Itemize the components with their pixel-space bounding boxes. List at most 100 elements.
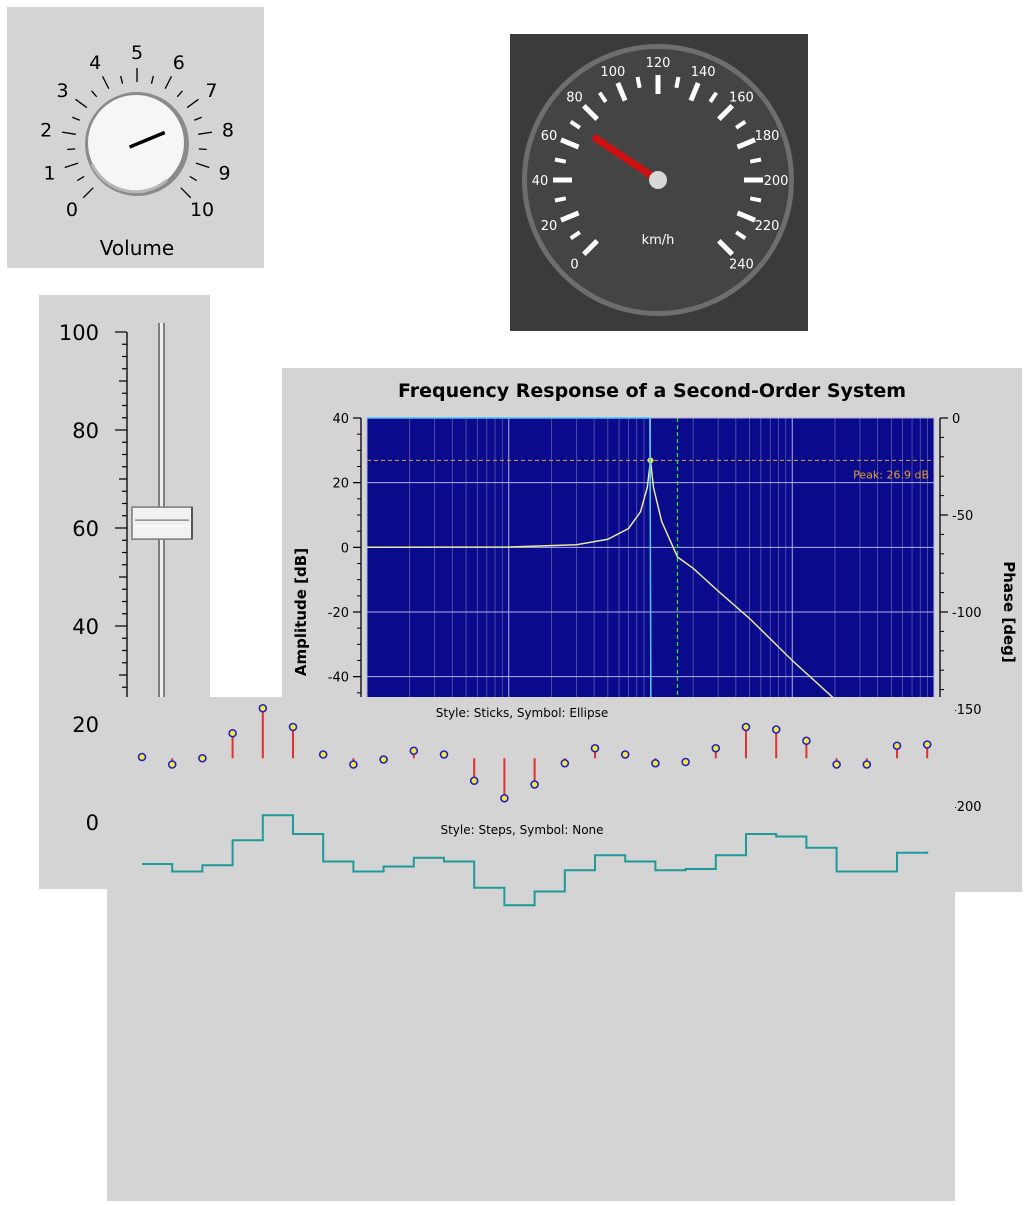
knob-major-tick (164, 75, 173, 90)
knob-indicator (128, 130, 166, 149)
stick-ellipse-marker (500, 793, 509, 803)
gauge-major-tick (736, 137, 756, 150)
knob-minor-tick (198, 148, 207, 151)
gauge-major-tick (615, 82, 628, 102)
knob-scale-label: 0 (66, 199, 78, 221)
gauge-major-tick (581, 103, 599, 121)
gauge-major-tick (560, 137, 580, 150)
gauge-minor-tick (598, 91, 608, 103)
slider-scale-label: 100 (59, 321, 99, 345)
stick-ellipse-marker (922, 740, 932, 749)
gauge-minor-tick (569, 120, 581, 130)
gauge-scale-label: 80 (566, 91, 583, 106)
y-tick-label-right: -50 (952, 509, 973, 524)
gauge-major-tick (717, 103, 735, 121)
slider-scale-label: 80 (72, 419, 99, 443)
gauge-major-tick (581, 239, 599, 257)
knob-major-tick (186, 98, 199, 109)
knob-shadow (90, 163, 168, 194)
knob-major-tick (198, 131, 213, 135)
knob-scale-label: 3 (57, 80, 69, 102)
knob-minor-tick (194, 116, 202, 121)
volume-knob-widget: 01 234 5 678 910 Volume (40, 42, 234, 260)
knob-panel: 0 1 2 3 4 5 6 7 8 9 10 Volume (7, 7, 264, 268)
y-axis-label-left: Amplitude [dB] (292, 548, 310, 676)
gauge-minor-tick (735, 120, 747, 130)
stick-ellipse-marker (167, 760, 177, 769)
stick-ellipse-marker (590, 743, 600, 753)
gauge-minor-tick (708, 91, 718, 103)
knob-minor-tick (91, 90, 98, 98)
gauge-hub (649, 171, 667, 189)
knob-scale-label: 10 (190, 199, 214, 221)
stick-ellipse-marker (862, 760, 872, 769)
stick-ellipse-marker (469, 776, 479, 786)
knob-minor-tick (72, 116, 80, 121)
stick-ellipse-marker (349, 760, 358, 769)
knob-major-tick (82, 187, 94, 199)
gauge-scale-label: 220 (755, 219, 780, 234)
knob-label: Volume (100, 236, 174, 260)
gauge-scale-label: 0 (570, 257, 578, 272)
gauge-major-tick (736, 210, 756, 223)
knob-minor-tick (176, 90, 183, 98)
knob-minor-tick (67, 148, 76, 151)
stick-ellipse-marker (409, 746, 419, 756)
y-tick-label-left: 20 (332, 477, 349, 492)
stick-ellipse-marker (771, 725, 781, 734)
gauge-minor-tick (635, 76, 642, 89)
y-tick-label-right: -100 (952, 606, 982, 621)
gauge-scale-label: 60 (541, 129, 558, 144)
gauge-scale-label: 20 (541, 219, 558, 234)
y-tick-label-right: 0 (952, 412, 960, 427)
stick-ellipse-marker (651, 758, 660, 768)
gauge-minor-tick (554, 157, 567, 164)
knob-scale-label: 1 (43, 162, 55, 184)
curve-styles-panel: Style: Sticks, Symbol: Ellipse Style: Ste… (107, 697, 955, 1201)
speedometer-panel: 0 20 40 60 80 100 120 140 160 180 200 220 240 km/h (510, 34, 808, 331)
knob-major-tick (61, 131, 76, 135)
stick-ellipse-marker (228, 728, 237, 738)
knob-scale-label: 6 (173, 52, 185, 74)
stick-ellipse-marker (560, 758, 570, 768)
knob-major-tick (75, 98, 88, 109)
knob-major-tick (180, 187, 192, 199)
knob-scale-label: 7 (205, 80, 217, 102)
steps-series-line (142, 814, 929, 907)
gauge-scale-label: 120 (646, 56, 671, 71)
slider-scale-label: 20 (72, 713, 99, 737)
slider-track-highlight (160, 323, 163, 833)
stick-ellipse-marker (318, 750, 328, 759)
gauge-minor-tick (749, 157, 762, 164)
knob-major-tick (101, 75, 110, 90)
slider-handle[interactable] (131, 506, 193, 540)
speedometer-gauge: 0 20 40 60 80 100 120 140 160 180 200 220 240 km/h (522, 44, 794, 316)
stick-ellipse-marker (681, 757, 690, 767)
y-tick-label-right: -200 (952, 800, 982, 815)
gauge-scale-label: 200 (764, 174, 789, 189)
knob-scale-label: 4 (89, 52, 101, 74)
curve-styles-chart: Style: Sticks, Symbol: Ellipse Style: Ste… (137, 703, 932, 907)
peak-marker-label: Peak: 26.9 dB (853, 468, 929, 481)
gauge-scale-label: 160 (729, 91, 754, 106)
gauge-scale-label: 180 (755, 129, 780, 144)
stick-ellipse-marker (892, 741, 902, 751)
gauge-major-tick (560, 210, 580, 223)
gauge-minor-tick (735, 230, 747, 240)
slider-scale-label: 40 (72, 615, 99, 639)
y-tick-label-right: -150 (952, 703, 982, 718)
knob-scale-label: 2 (40, 120, 52, 142)
slider-handle-body (131, 506, 193, 540)
knob-minor-tick (76, 175, 85, 182)
knob-scale-label: 9 (218, 162, 230, 184)
stick-ellipse-marker (802, 736, 811, 746)
stick-ellipse-marker (530, 780, 539, 789)
gauge-minor-tick (674, 76, 681, 89)
knob-minor-tick (150, 75, 154, 84)
stick-ellipse-marker (832, 760, 841, 769)
y-tick-label-left: -40 (328, 671, 349, 686)
gauge-minor-tick (749, 196, 762, 203)
stick-ellipse-marker (137, 752, 147, 762)
slider-scale-label: 0 (86, 811, 99, 835)
gauge-needle (592, 134, 662, 184)
